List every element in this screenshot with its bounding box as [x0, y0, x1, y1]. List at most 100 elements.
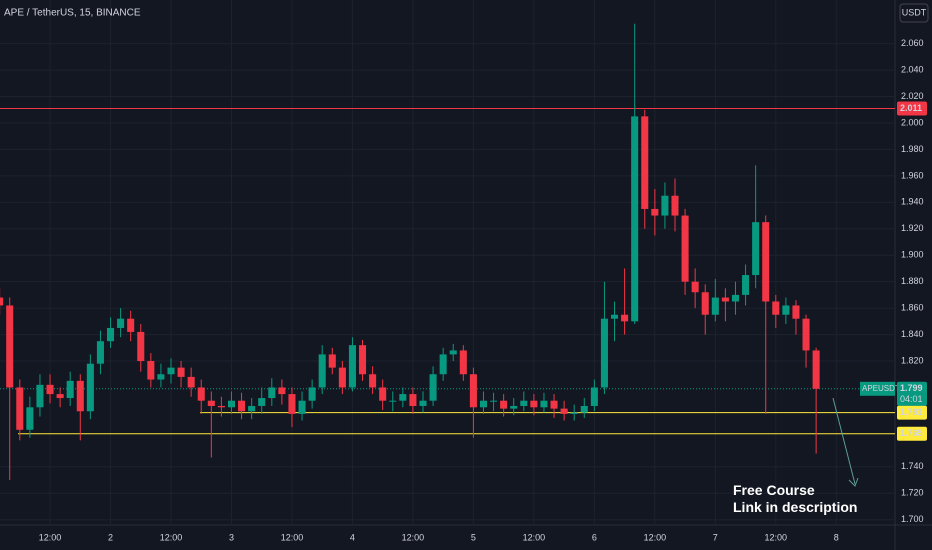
x-tick-label: 8	[834, 532, 839, 542]
candle-body	[520, 400, 528, 406]
candle-body	[570, 412, 578, 414]
x-tick-label: 12:00	[281, 532, 304, 542]
x-tick-label: 4	[350, 532, 355, 542]
y-tick-label: 1.700	[901, 514, 924, 524]
candle-body	[238, 400, 246, 412]
candle-body	[671, 195, 679, 216]
x-tick-label: 5	[471, 532, 476, 542]
currency-box[interactable]	[899, 3, 929, 23]
candle-body	[731, 294, 740, 302]
candle-body	[0, 297, 4, 306]
candle-body	[419, 400, 427, 406]
candle-body	[772, 301, 780, 315]
x-tick-label: 12:00	[402, 532, 425, 542]
candle-body	[338, 367, 346, 388]
candle-body	[26, 407, 34, 430]
candle-body	[197, 387, 205, 401]
candle-body	[439, 354, 447, 375]
candle-body	[227, 400, 236, 408]
candle-body	[691, 281, 699, 293]
y-tick-label: 1.880	[901, 276, 924, 286]
candle-body	[782, 305, 790, 315]
candle-body	[399, 394, 407, 401]
candle-body	[187, 376, 195, 388]
annotation: Free Course	[733, 482, 815, 498]
level-label: 2.011	[900, 103, 922, 113]
candles	[0, 23, 820, 481]
y-tick-label: 1.920	[901, 223, 924, 233]
y-tick-label: 2.040	[901, 64, 924, 74]
candle-body	[217, 405, 225, 408]
x-tick-label: 12:00	[39, 532, 62, 542]
last-price-label: 1.799	[900, 383, 923, 393]
currency-label[interactable]: USDT	[902, 7, 927, 17]
level-badge	[897, 405, 927, 420]
candle-body	[56, 394, 64, 399]
candle-body	[610, 314, 619, 319]
candle-body	[500, 400, 508, 409]
last-price-badge	[897, 381, 927, 406]
y-tick-label: 2.020	[901, 91, 924, 101]
levels	[0, 107, 895, 435]
y-tick-label: 1.840	[901, 329, 924, 339]
candle-body	[16, 387, 24, 430]
candle-body	[288, 394, 296, 414]
candle-body	[600, 318, 608, 388]
countdown-label: 04:01	[900, 394, 923, 404]
candle-body	[469, 374, 477, 408]
candle-body	[409, 394, 417, 406]
candle-body	[701, 292, 709, 315]
x-tick-label: 6	[592, 532, 597, 542]
candle-body	[580, 405, 588, 413]
candle-body	[510, 405, 518, 409]
candle-body	[550, 400, 558, 409]
y-tick-label: 1.940	[901, 197, 924, 207]
candle-body	[328, 354, 336, 368]
candle-body	[661, 195, 669, 216]
x-tick-label: 12:00	[765, 532, 788, 542]
candle-body	[479, 400, 488, 408]
candle-body	[762, 222, 770, 302]
candle-body	[86, 363, 94, 412]
candle-body	[379, 387, 387, 401]
candle-body	[721, 297, 729, 302]
candle-body	[298, 400, 306, 414]
candle-body	[66, 380, 74, 399]
candle-body	[268, 387, 276, 399]
axes: 2.060 2.040 2.020 2.000 1.980 1.960 1.940 1.920…	[39, 38, 927, 542]
candle-body	[36, 384, 44, 408]
grid	[0, 0, 895, 525]
candle-body	[802, 318, 810, 351]
candle-body	[490, 400, 498, 402]
candle-body	[127, 318, 135, 332]
candle-body	[631, 116, 639, 322]
x-tick-label: 12:00	[644, 532, 667, 542]
candle-body	[742, 275, 750, 295]
x-tick-label: 3	[229, 532, 234, 542]
x-tick-label: 7	[713, 532, 718, 542]
candle-body	[157, 374, 165, 380]
y-tick-label: 1.860	[901, 302, 924, 312]
candle-body	[812, 350, 820, 389]
y-tick-label: 1.980	[901, 144, 924, 154]
candle-body	[641, 116, 649, 209]
candle-body	[369, 374, 377, 388]
candle-body	[621, 314, 629, 322]
y-tick-label: 1.740	[901, 461, 924, 471]
annotation: Link in description	[733, 499, 857, 515]
candle-body	[590, 387, 598, 406]
candle-body	[258, 398, 266, 406]
candle-body	[752, 222, 760, 276]
candle-body	[711, 297, 719, 315]
level-badge	[897, 101, 927, 116]
candle-body	[459, 350, 467, 375]
y-tick-label: 1.720	[901, 488, 924, 498]
candle-body	[540, 400, 548, 408]
candle-body	[651, 208, 659, 216]
candle-body	[792, 305, 800, 319]
candle-body	[248, 405, 256, 412]
candle-body	[530, 400, 538, 408]
candle-body	[177, 367, 185, 377]
